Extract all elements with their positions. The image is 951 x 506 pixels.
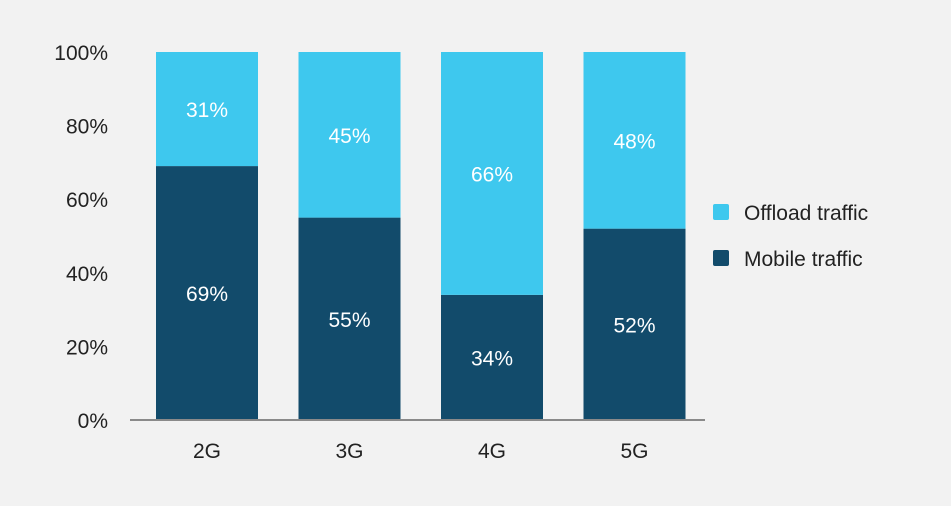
data-label-offload-traffic-3g: 45% (328, 125, 370, 148)
bar-offload-traffic-4g (441, 52, 543, 295)
bar-mobile-traffic-3g (298, 217, 401, 420)
x-tick-label-5g: 5G (620, 440, 648, 463)
legend-label-mobile-traffic: Mobile traffic (744, 248, 863, 271)
legend-swatch-mobile-traffic (713, 250, 729, 266)
x-tick-label-4g: 4G (478, 440, 506, 463)
data-label-mobile-traffic-5g: 52% (613, 314, 655, 337)
data-label-offload-traffic-4g: 66% (471, 163, 513, 186)
y-tick-label: 80% (66, 116, 108, 139)
y-tick-label: 20% (66, 336, 108, 359)
data-labels: 69% 31% 55% 45% 34% 66% 52% 48% (186, 99, 656, 370)
legend: Offload traffic Mobile traffic (713, 202, 868, 271)
data-label-mobile-traffic-2g: 69% (186, 283, 228, 306)
bar-mobile-traffic-4g (441, 294, 543, 420)
x-axis: 2G 3G 4G 5G (193, 440, 649, 463)
legend-swatch-offload-traffic (713, 204, 729, 220)
x-tick-label-3g: 3G (335, 440, 363, 463)
bar-offload-traffic-5g (583, 52, 686, 229)
data-label-offload-traffic-5g: 48% (613, 130, 655, 153)
data-label-mobile-traffic-3g: 55% (328, 309, 370, 332)
x-tick-label-2g: 2G (193, 440, 221, 463)
y-tick-label: 40% (66, 263, 108, 286)
bars (156, 52, 686, 420)
bar-mobile-traffic-2g (156, 166, 258, 420)
y-tick-label: 60% (66, 189, 108, 212)
data-label-offload-traffic-2g: 31% (186, 99, 228, 122)
bar-mobile-traffic-5g (583, 228, 686, 420)
legend-label-offload-traffic: Offload traffic (744, 202, 868, 225)
y-axis: 0% 20% 40% 60% 80% 100% (54, 42, 108, 433)
y-tick-label: 0% (78, 410, 108, 433)
y-tick-label: 100% (54, 42, 108, 65)
bar-offload-traffic-3g (298, 52, 401, 218)
data-label-mobile-traffic-4g: 34% (471, 347, 513, 370)
bar-offload-traffic-2g (156, 52, 258, 167)
